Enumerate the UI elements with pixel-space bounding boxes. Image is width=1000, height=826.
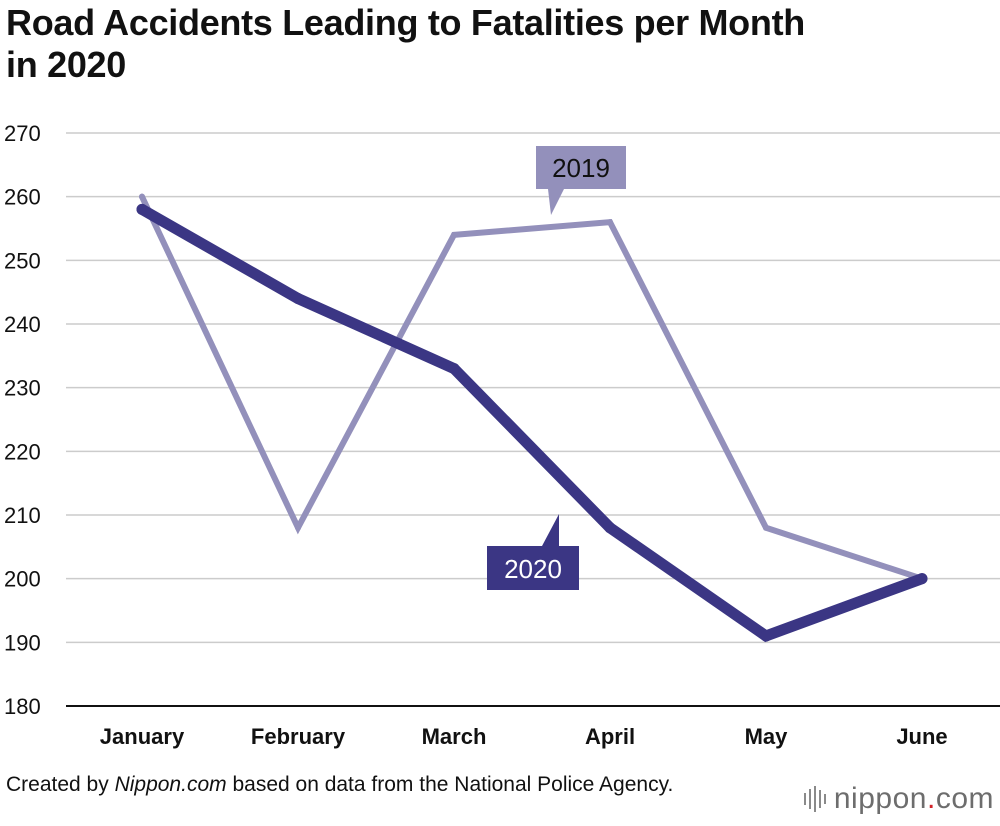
y-tick-label-260: 260 — [4, 185, 41, 210]
legend-label-2020: 2020 — [504, 554, 562, 584]
data-point-2019-2 — [451, 231, 457, 238]
source-suffix: based on data from the National Police A… — [226, 773, 674, 796]
data-point-2019-4 — [763, 524, 769, 531]
y-tick-label-250: 250 — [4, 248, 41, 273]
legend-pointer-2019 — [548, 189, 564, 215]
legend-box-2020 — [487, 546, 579, 590]
source-note: Created by Nippon.com based on data from… — [6, 772, 726, 797]
data-point-2020-3 — [604, 522, 616, 534]
series-line-2020 — [136, 203, 928, 643]
x-tick-label-june: June — [896, 724, 947, 749]
y-tick-label-190: 190 — [4, 630, 41, 655]
x-tick-label-april: April — [585, 724, 635, 749]
x-tick-label-january: January — [100, 724, 185, 749]
x-tick-label-may: May — [745, 724, 789, 749]
data-point-2020-4 — [760, 630, 772, 642]
y-tick-label-240: 240 — [4, 312, 41, 337]
y-tick-label-180: 180 — [4, 694, 41, 719]
y-tick-label-210: 210 — [4, 503, 41, 528]
legend-label-2019: 2019 — [552, 153, 610, 183]
nippon-logo: nippon. com — [803, 782, 994, 816]
legend-box-2019 — [536, 146, 626, 189]
y-tick-label-230: 230 — [4, 376, 41, 401]
source-prefix: Created by — [6, 773, 115, 796]
chart-title-line-2: in 2020 — [6, 44, 126, 85]
x-tick-label-march: March — [422, 724, 487, 749]
source-publisher: Nippon.com — [114, 773, 227, 796]
logo-dot: . — [926, 782, 936, 815]
y-tick-label-200: 200 — [4, 567, 41, 592]
logo-tld: com — [935, 782, 994, 815]
data-point-2020-2 — [448, 363, 460, 375]
logo-bars-icon — [803, 786, 826, 812]
data-point-2020-1 — [292, 293, 304, 305]
chart-title-line-1: Road Accidents Leading to Fatalities per… — [6, 2, 805, 43]
data-point-2020-0 — [136, 203, 148, 215]
data-point-2020-5 — [916, 573, 928, 585]
chart-title: Road Accidents Leading to Fatalities per… — [6, 2, 966, 86]
data-point-2019-3 — [607, 219, 613, 226]
data-point-2019-0 — [139, 193, 145, 200]
y-tick-label-220: 220 — [4, 439, 41, 464]
y-tick-label-270: 270 — [4, 121, 41, 146]
x-tick-label-february: February — [251, 724, 346, 749]
legend-pointer-2020 — [542, 514, 559, 546]
data-point-2019-1 — [295, 524, 301, 531]
series-line-2019 — [139, 193, 925, 582]
logo-name: nippon — [833, 782, 927, 815]
